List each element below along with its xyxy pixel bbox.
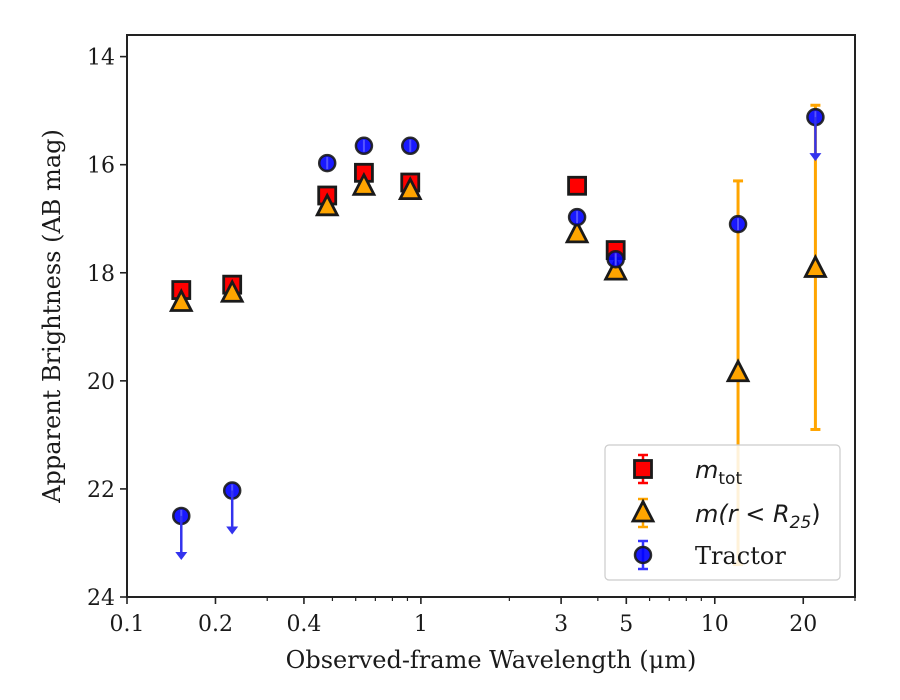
x-tick-label: 0.4 [286,612,321,637]
y-tick-label: 24 [87,586,115,611]
mr25-point [725,358,751,383]
mtot-point [567,175,587,196]
marks-layer [168,103,828,567]
legend: mtot m(r < R25) Tractor [604,444,841,581]
mr25-point [168,288,194,312]
legend-triangle-marker [630,498,656,523]
points-group [168,107,828,526]
mr25-point [314,192,340,217]
y-tick-label: 18 [87,262,115,287]
x-tick-label: 3 [554,612,568,637]
legend-label-mtot: mtot [695,456,742,489]
mr25-point [219,278,245,303]
x-tick-label: 1 [414,612,428,637]
y-tick-label: 20 [87,370,115,395]
plot-frame [126,34,856,598]
ticks-layer: 0.1 0.2 0.4 1 3 5 10 20 14 16 18 20 22 24 [87,46,856,637]
y-axis-label: Apparent Brightness (AB mag) [38,129,66,504]
legend-square-marker [633,459,653,479]
mr25-point [351,171,377,196]
legend-label-tractor: Tractor [695,542,786,570]
legend-box [604,444,841,581]
legend-label-mr25: m(r < R25) [695,500,821,533]
mr25-point [603,256,628,281]
y-tick-label: 22 [87,478,115,503]
x-tick-label: 5 [619,612,633,637]
mr25-point [397,176,423,201]
mr25-point [803,253,828,278]
x-tick-label: 20 [789,612,817,637]
mr25-point [564,219,590,244]
x-tick-label: 0.1 [110,612,145,637]
upper-limit-arrow-head [809,153,822,162]
upper-limit-arrow-head [226,526,239,535]
x-tick-label: 10 [701,612,729,637]
x-tick-label: 0.2 [198,612,233,637]
y-tick-label: 14 [87,46,115,71]
y-tick-label: 16 [87,154,115,179]
legend-circle-marker [633,545,653,565]
x-axis-label: Observed-frame Wavelength (μm) [286,646,697,674]
upper-limit-arrow-head [175,551,188,560]
arrows-group [175,117,822,560]
